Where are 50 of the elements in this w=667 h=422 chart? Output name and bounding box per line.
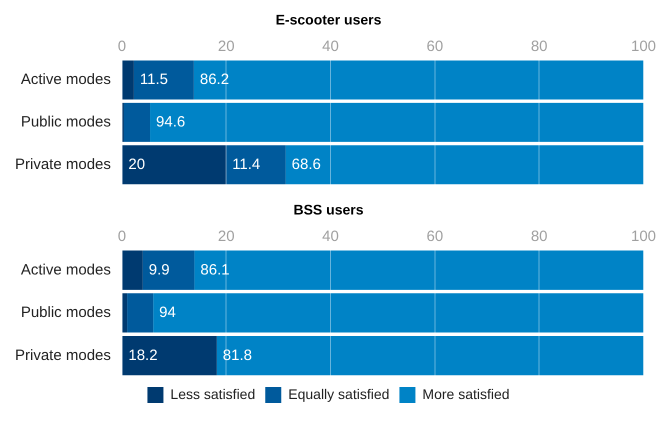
bar [122, 250, 143, 290]
data-label: 94 [159, 304, 176, 322]
bar [153, 293, 644, 333]
x-tick-label: 0 [118, 38, 126, 55]
bar [194, 250, 644, 290]
x-tick-label: 100 [630, 38, 656, 55]
chart-title: BSS users [293, 201, 364, 218]
bar [216, 336, 644, 376]
bar [124, 102, 150, 142]
bar [122, 293, 128, 333]
x-tick-label: 40 [322, 38, 339, 55]
x-tick-label: 0 [118, 228, 126, 245]
bar [226, 145, 286, 184]
x-tick-label: 100 [630, 228, 656, 245]
y-tick-label: Active modes [20, 71, 111, 88]
legend-label: Equally satisfied [288, 386, 390, 402]
bar [122, 60, 134, 100]
x-tick-label: 60 [426, 38, 444, 55]
x-tick-label: 60 [426, 228, 444, 245]
x-tick-label: 20 [218, 228, 235, 245]
data-label: 18.2 [128, 346, 158, 364]
x-tick-label: 20 [218, 38, 235, 55]
data-label: 94.6 [156, 114, 186, 131]
data-label: 86.2 [200, 71, 230, 88]
legend-label: More satisfied [422, 386, 510, 402]
bar [286, 145, 644, 184]
x-tick-label: 80 [530, 38, 548, 55]
bar [194, 60, 644, 100]
data-label: 9.9 [148, 261, 170, 278]
x-tick-label: 40 [322, 228, 339, 245]
bar [150, 102, 644, 142]
data-label: 11.5 [140, 71, 168, 88]
data-label: 68.6 [292, 156, 321, 173]
y-tick-label: Private modes [15, 156, 111, 173]
chart-title: E-scooter users [276, 11, 382, 28]
bar [122, 145, 226, 184]
x-tick-label: 80 [530, 228, 548, 245]
data-label: 86.1 [200, 261, 230, 278]
y-tick-label: Public modes [20, 114, 111, 131]
bar [122, 336, 217, 376]
bar [127, 293, 154, 333]
y-tick-label: Active modes [20, 261, 111, 278]
legend-label: Less satisfied [170, 386, 256, 402]
data-label: 81.8 [222, 346, 252, 364]
y-tick-label: Public modes [20, 304, 111, 322]
data-label: 20 [128, 156, 146, 173]
bar [142, 250, 194, 290]
data-label: 11.4 [232, 156, 260, 173]
bar [134, 60, 194, 100]
y-tick-label: Private modes [15, 346, 111, 364]
